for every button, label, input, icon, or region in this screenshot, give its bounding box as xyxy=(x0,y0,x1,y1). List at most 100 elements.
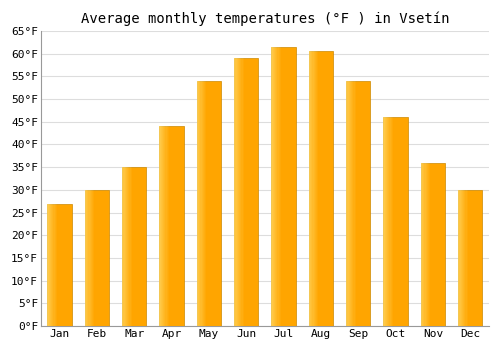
Bar xyxy=(392,117,393,326)
Bar xyxy=(145,167,146,326)
Bar xyxy=(254,58,256,326)
Bar xyxy=(322,51,324,326)
Bar xyxy=(478,190,480,326)
Bar xyxy=(284,47,285,326)
Bar xyxy=(330,51,332,326)
Bar xyxy=(70,203,72,326)
Bar xyxy=(358,81,360,326)
Bar xyxy=(208,81,209,326)
Bar xyxy=(466,190,468,326)
Bar xyxy=(132,167,133,326)
Bar xyxy=(470,190,472,326)
Bar xyxy=(463,190,464,326)
Bar xyxy=(60,203,61,326)
Bar xyxy=(144,167,145,326)
Bar xyxy=(288,47,290,326)
Bar xyxy=(122,167,146,326)
Bar xyxy=(240,58,242,326)
Bar xyxy=(252,58,254,326)
Bar xyxy=(199,81,200,326)
Bar xyxy=(386,117,387,326)
Bar xyxy=(160,126,184,326)
Bar xyxy=(328,51,330,326)
Bar xyxy=(57,203,58,326)
Bar xyxy=(311,51,312,326)
Bar xyxy=(427,163,428,326)
Bar xyxy=(432,163,433,326)
Bar xyxy=(387,117,388,326)
Bar xyxy=(472,190,474,326)
Bar xyxy=(442,163,444,326)
Bar xyxy=(248,58,250,326)
Bar xyxy=(128,167,130,326)
Bar xyxy=(218,81,220,326)
Bar xyxy=(316,51,317,326)
Bar xyxy=(205,81,206,326)
Bar xyxy=(314,51,315,326)
Bar xyxy=(321,51,322,326)
Bar xyxy=(317,51,318,326)
Bar xyxy=(127,167,128,326)
Bar xyxy=(406,117,408,326)
Bar xyxy=(403,117,404,326)
Bar xyxy=(384,117,407,326)
Bar xyxy=(239,58,240,326)
Bar xyxy=(462,190,463,326)
Bar xyxy=(164,126,166,326)
Bar xyxy=(397,117,398,326)
Bar xyxy=(168,126,169,326)
Bar xyxy=(251,58,252,326)
Bar xyxy=(384,117,386,326)
Bar xyxy=(292,47,294,326)
Bar xyxy=(274,47,275,326)
Bar xyxy=(92,190,93,326)
Bar xyxy=(294,47,296,326)
Bar xyxy=(242,58,244,326)
Bar xyxy=(197,81,198,326)
Bar xyxy=(138,167,139,326)
Bar xyxy=(476,190,478,326)
Bar xyxy=(324,51,326,326)
Bar xyxy=(48,203,72,326)
Bar xyxy=(287,47,288,326)
Bar xyxy=(400,117,402,326)
Bar xyxy=(360,81,362,326)
Bar xyxy=(346,81,348,326)
Bar xyxy=(424,163,426,326)
Bar xyxy=(182,126,184,326)
Bar xyxy=(204,81,205,326)
Bar xyxy=(61,203,62,326)
Bar xyxy=(363,81,364,326)
Bar xyxy=(327,51,328,326)
Bar xyxy=(354,81,356,326)
Title: Average monthly temperatures (°F ) in Vsetín: Average monthly temperatures (°F ) in Vs… xyxy=(80,11,449,26)
Bar xyxy=(326,51,327,326)
Bar xyxy=(86,190,87,326)
Bar xyxy=(474,190,475,326)
Bar xyxy=(173,126,174,326)
Bar xyxy=(394,117,396,326)
Bar xyxy=(100,190,102,326)
Bar xyxy=(310,51,311,326)
Bar xyxy=(282,47,284,326)
Bar xyxy=(216,81,218,326)
Bar xyxy=(275,47,276,326)
Bar xyxy=(402,117,403,326)
Bar xyxy=(209,81,210,326)
Bar xyxy=(88,190,90,326)
Bar xyxy=(393,117,394,326)
Bar xyxy=(364,81,366,326)
Bar xyxy=(106,190,108,326)
Bar xyxy=(220,81,221,326)
Bar xyxy=(136,167,138,326)
Bar xyxy=(423,163,424,326)
Bar xyxy=(290,47,291,326)
Bar xyxy=(90,190,91,326)
Bar xyxy=(398,117,399,326)
Bar xyxy=(52,203,54,326)
Bar xyxy=(85,190,86,326)
Bar xyxy=(50,203,51,326)
Bar xyxy=(458,190,482,326)
Bar xyxy=(102,190,103,326)
Bar xyxy=(404,117,406,326)
